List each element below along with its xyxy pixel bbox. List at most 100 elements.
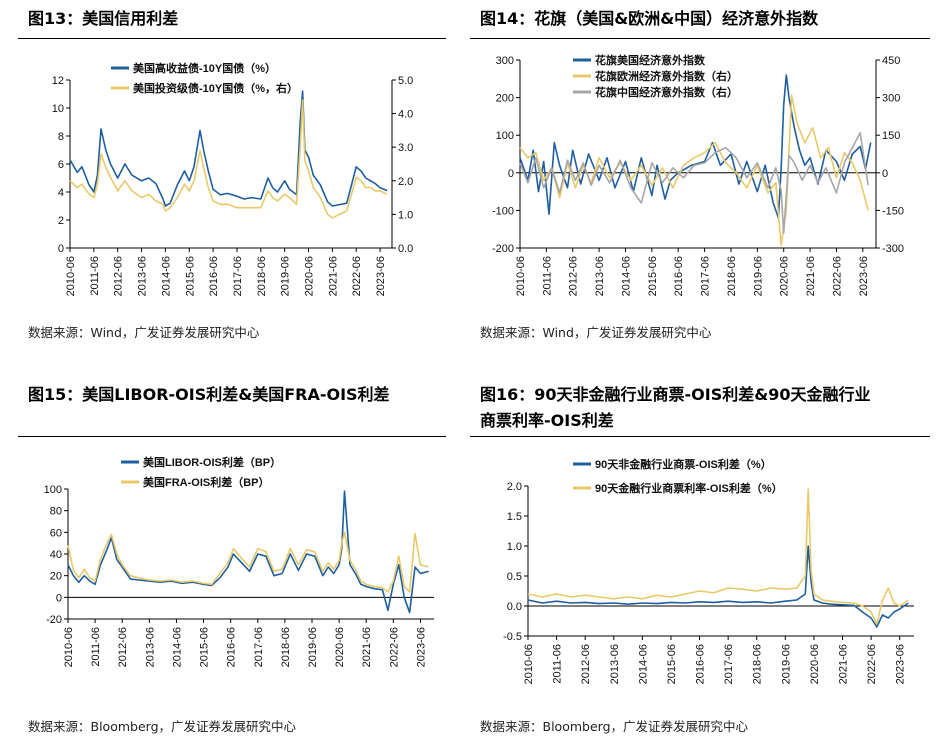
chart-plot-fig15: -20 0 20 40 60 80 100 2010-06 2011-06 2012-06 2013… — [44, 455, 434, 667]
y-tick-label: -20 — [46, 614, 62, 626]
x-tick-label: 2023-06 — [415, 627, 427, 667]
x-tick-label: 2011-06 — [90, 627, 102, 667]
x-tick-label: 2020-06 — [809, 644, 821, 684]
x-tick-label: 2011-06 — [552, 644, 564, 684]
y-right-tick-label: -300 — [882, 243, 904, 255]
x-tick-label: 2012-06 — [113, 256, 125, 296]
x-tick-label: 2019-06 — [280, 256, 292, 296]
chart-title-line-2: 商票利率-OIS利差 — [480, 411, 614, 430]
x-tick-label: 2015-06 — [647, 256, 659, 296]
y-tick-label: 4 — [58, 187, 64, 199]
x-tick-label: 2022-06 — [866, 644, 878, 684]
y-tick-label: 1.0 — [507, 541, 522, 553]
x-tick-label: 2022-06 — [831, 256, 843, 296]
y-tick-label: 100 — [496, 130, 514, 142]
x-tick-label: 2021-06 — [361, 627, 373, 667]
x-tick-label: 2016-06 — [208, 256, 220, 296]
legend-label-2: 美国投资级债-10Y国债（%，右） — [133, 81, 298, 95]
y-tick-label: 0.5 — [507, 571, 522, 583]
series-line-1 — [519, 74, 872, 219]
y-tick-label: 12 — [52, 75, 64, 87]
x-tick-label: 2016-06 — [695, 644, 707, 684]
y-tick-label: 20 — [50, 571, 62, 583]
x-tick-label: 2011-06 — [541, 256, 553, 296]
title-rule — [470, 436, 930, 437]
y-tick-label: 2.0 — [507, 481, 522, 493]
x-tick-label: 2013-06 — [594, 256, 606, 296]
y-tick-label: 0 — [508, 168, 514, 180]
x-tick-label: 2018-06 — [280, 627, 292, 667]
x-tick-label: 2022-06 — [388, 627, 400, 667]
x-tick-label: 2019-06 — [307, 627, 319, 667]
x-tick-label: 2015-06 — [184, 256, 196, 296]
y-right-tick-label: 0.0 — [398, 243, 413, 255]
series-line-3 — [519, 131, 869, 234]
y-right-tick-label: 5.0 — [398, 75, 413, 87]
chart-source: 数据来源：Bloomberg，广发证券发展研究中心 — [28, 719, 296, 734]
x-tick-label: 2013-06 — [609, 644, 621, 684]
x-tick-label: 2014-06 — [160, 256, 172, 296]
x-tick-label: 2010-06 — [63, 627, 75, 667]
y-tick-label: 1.5 — [507, 511, 522, 523]
y-tick-label: 6 — [58, 159, 64, 171]
x-tick-label: 2020-06 — [334, 627, 346, 667]
series-line-2 — [527, 488, 909, 625]
title-rule — [18, 38, 446, 39]
chart-source: 数据来源：Wind，广发证券发展研究中心 — [480, 325, 712, 340]
x-tick-label: 2017-06 — [700, 256, 712, 296]
series-line-1 — [69, 90, 388, 207]
y-tick-label: 40 — [50, 549, 62, 561]
x-tick-label: 2023-06 — [375, 256, 387, 296]
x-tick-label: 2013-06 — [137, 256, 149, 296]
y-right-tick-label: 300 — [882, 93, 900, 105]
legend-label-2: 花旗欧洲经济意外指数（右） — [595, 69, 738, 83]
y-tick-label: 0.0 — [507, 601, 522, 613]
chart-source: 数据来源：Wind，广发证券发展研究中心 — [28, 325, 260, 340]
x-tick-label: 2015-06 — [666, 644, 678, 684]
y-tick-label: 8 — [58, 131, 64, 143]
y-tick-label: 2 — [58, 215, 64, 227]
x-tick-label: 2012-06 — [117, 627, 129, 667]
series-line-1 — [527, 545, 909, 628]
x-tick-label: 2018-06 — [256, 256, 268, 296]
x-tick-label: 2015-06 — [199, 627, 211, 667]
y-tick-label: 60 — [50, 527, 62, 539]
x-tick-label: 2013-06 — [144, 627, 156, 667]
y-tick-label: -200 — [492, 243, 514, 255]
y-tick-label: 0 — [56, 592, 62, 604]
y-right-tick-label: 2.0 — [398, 176, 413, 188]
chart-title-line-1: 图16：90天非金融行业商票-OIS利差&90天金融行业 — [480, 385, 871, 404]
x-tick-label: 2012-06 — [568, 256, 580, 296]
y-tick-label: 0 — [58, 243, 64, 255]
x-tick-label: 2016-06 — [226, 627, 238, 667]
series-line-2 — [67, 531, 429, 593]
legend-label-1: 花旗美国经济意外指数 — [595, 53, 706, 67]
y-tick-label: -0.5 — [503, 631, 522, 643]
title-rule — [18, 436, 446, 437]
series-line-2 — [69, 99, 388, 219]
y-tick-label: 200 — [496, 93, 514, 105]
x-tick-label: 2020-06 — [779, 256, 791, 296]
x-tick-label: 2022-06 — [351, 256, 363, 296]
chart-source: 数据来源：Bloomberg，广发证券发展研究中心 — [480, 719, 748, 734]
y-right-tick-label: 0 — [882, 168, 888, 180]
y-tick-label: 10 — [52, 103, 64, 115]
y-right-tick-label: 450 — [882, 55, 900, 67]
y-tick-label: 100 — [44, 484, 62, 496]
y-tick-label: 80 — [50, 506, 62, 518]
y-right-tick-label: 3.0 — [398, 142, 413, 154]
series-line-1 — [67, 490, 429, 614]
chart-title: 图13：美国信用利差 — [28, 9, 179, 28]
x-tick-label: 2019-06 — [780, 644, 792, 684]
chart-title: 图14：花旗（美国&欧洲&中国）经济意外指数 — [480, 9, 819, 28]
x-tick-label: 2010-06 — [65, 256, 77, 296]
chart-title: 图15：美国LIBOR-OIS利差&美国FRA-OIS利差 — [28, 385, 390, 404]
x-tick-label: 2011-06 — [89, 256, 101, 296]
x-tick-label: 2023-06 — [895, 644, 907, 684]
x-tick-label: 2014-06 — [620, 256, 632, 296]
x-tick-label: 2021-06 — [327, 256, 339, 296]
y-tick-label: -100 — [492, 205, 514, 217]
x-tick-label: 2019-06 — [752, 256, 764, 296]
x-tick-label: 2012-06 — [580, 644, 592, 684]
y-right-tick-label: 1.0 — [398, 209, 413, 221]
